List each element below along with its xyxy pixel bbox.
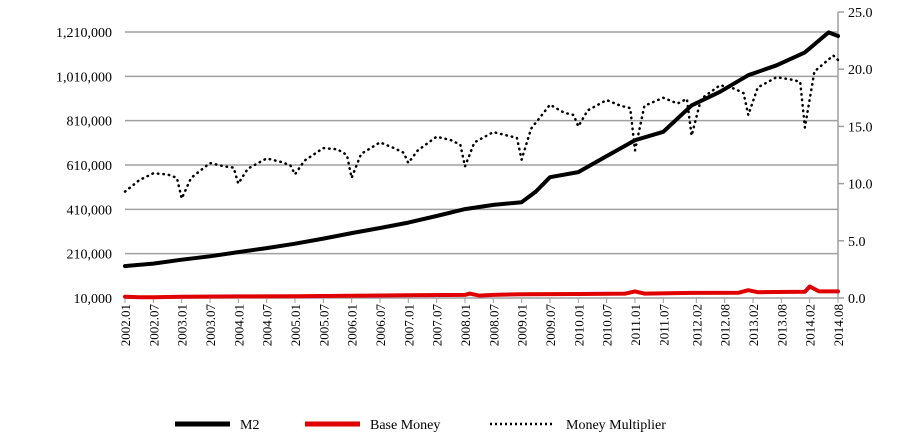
x-tick-label: 2002.07 <box>146 304 161 347</box>
x-tick-label: 2012.08 <box>718 304 733 346</box>
series-m2 <box>123 30 840 269</box>
x-tick-label: 2003.07 <box>203 304 218 347</box>
x-tick-label: 2013.08 <box>774 304 789 346</box>
legend-label-m2: M2 <box>240 418 259 433</box>
right-tick-label: 25.0 <box>848 6 873 21</box>
legend-label-multiplier: Money Multiplier <box>566 418 666 433</box>
x-tick-label: 2008.07 <box>486 304 501 347</box>
x-tick-label: 2013.02 <box>746 304 761 346</box>
x-tick-label: 2005.01 <box>288 304 303 346</box>
gridlines <box>125 31 838 299</box>
right-tick-label: 15.0 <box>848 120 873 135</box>
legend: M2 Base Money Money Multiplier <box>175 418 666 433</box>
legend-label-base-money: Base Money <box>370 418 440 433</box>
series-lines <box>123 30 840 300</box>
series-base-money <box>123 284 840 300</box>
series-money-multiplier <box>123 54 840 200</box>
right-tick-label: 5.0 <box>848 235 866 250</box>
x-tick-label: 2006.07 <box>373 304 388 347</box>
x-tick-label: 2008.01 <box>458 304 473 346</box>
x-axis-ticks: 2002.01 2002.07 2003.01 2003.07 2004.01 2004.… <box>118 298 846 346</box>
x-tick-label: 2005.07 <box>316 304 331 347</box>
left-tick-label: 1,010,000 <box>56 70 112 85</box>
left-tick-label: 1,210,000 <box>56 26 112 41</box>
left-axis-ticks: 10,000 210,000 410,000 610,000 810,000 1,010,… <box>56 26 112 307</box>
left-tick-label: 410,000 <box>67 203 113 218</box>
x-tick-label: 2010.07 <box>600 304 615 347</box>
left-tick-label: 10,000 <box>74 292 113 307</box>
right-tick-label: 20.0 <box>848 63 873 78</box>
x-tick-label: 2011.01 <box>628 304 643 346</box>
x-tick-label: 2002.01 <box>118 304 133 346</box>
right-tick-label: 0.0 <box>848 292 866 307</box>
x-tick-label: 2009.01 <box>515 304 530 346</box>
x-tick-label: 2012.02 <box>689 304 704 346</box>
left-tick-label: 210,000 <box>67 248 113 263</box>
right-tick-label: 10.0 <box>848 178 873 193</box>
x-tick-label: 2007.07 <box>430 304 445 347</box>
x-tick-label: 2011.07 <box>656 304 671 346</box>
left-tick-label: 810,000 <box>67 115 113 130</box>
x-tick-label: 2014.08 <box>831 304 846 346</box>
x-tick-label: 2007.01 <box>401 304 416 346</box>
x-tick-label: 2004.07 <box>260 304 275 347</box>
right-axis-ticks: 0.0 5.0 10.0 15.0 20.0 25.0 <box>837 6 873 307</box>
x-tick-label: 2004.01 <box>231 304 246 346</box>
x-tick-label: 2010.01 <box>571 304 586 346</box>
x-tick-label: 2003.01 <box>175 304 190 346</box>
x-tick-label: 2014.02 <box>803 304 818 346</box>
x-tick-label: 2006.01 <box>345 304 360 346</box>
left-tick-label: 610,000 <box>67 159 113 174</box>
x-tick-label: 2009.07 <box>543 304 558 347</box>
